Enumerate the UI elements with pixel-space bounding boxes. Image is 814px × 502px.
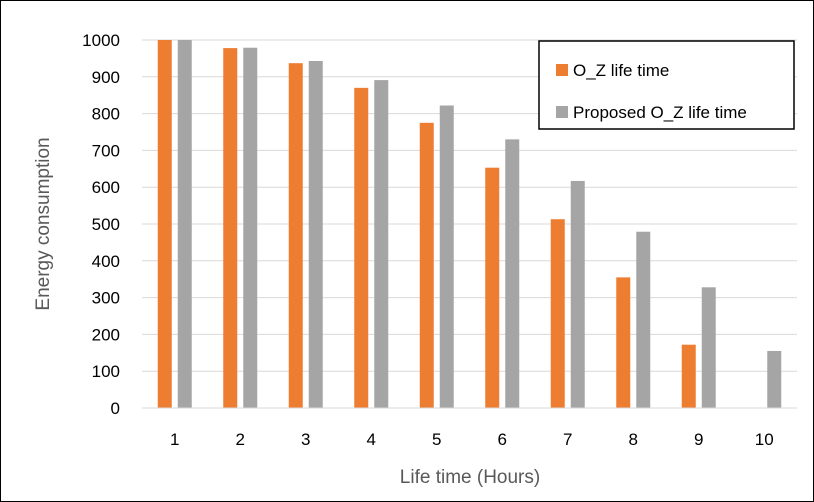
bar-series-1-category-5 xyxy=(419,122,434,409)
y-tick-label: 600 xyxy=(92,178,120,197)
bars xyxy=(157,40,782,409)
x-tick-label: 8 xyxy=(629,430,638,449)
x-tick-label: 3 xyxy=(301,430,310,449)
y-tick-label: 800 xyxy=(92,105,120,124)
x-tick-labels: 1 2 3 4 5 6 7 8 9 10 xyxy=(170,430,774,449)
y-tick-label: 0 xyxy=(111,399,120,418)
y-tick-label: 300 xyxy=(92,289,120,308)
legend-box xyxy=(538,40,795,130)
legend-label: Proposed O_Z life time xyxy=(573,103,747,122)
legend-swatch xyxy=(556,64,568,76)
bar-series-2-category-4 xyxy=(374,80,389,408)
bar-series-2-category-2 xyxy=(243,47,258,409)
bar-series-1-category-3 xyxy=(288,63,303,409)
x-tick-label: 9 xyxy=(694,430,703,449)
x-tick-label: 10 xyxy=(755,430,774,449)
bar-series-2-category-3 xyxy=(308,60,323,408)
y-tick-label: 200 xyxy=(92,325,120,344)
y-tick-label: 1000 xyxy=(82,31,120,50)
x-tick-label: 6 xyxy=(498,430,507,449)
bar-series-1-category-1 xyxy=(157,40,172,408)
bar-series-1-category-8 xyxy=(616,277,631,408)
bar-series-2-category-5 xyxy=(439,105,454,408)
y-tick-labels: 0 100 200 300 400 500 600 700 800 900 1000 xyxy=(82,31,120,418)
y-tick-label: 900 xyxy=(92,68,120,87)
bar-series-2-category-9 xyxy=(701,287,716,408)
bar-series-1-category-4 xyxy=(354,87,369,408)
x-tick-label: 4 xyxy=(367,430,376,449)
bar-series-1-category-2 xyxy=(223,48,238,408)
x-axis-title: Life time (Hours) xyxy=(400,467,540,488)
legend-swatch xyxy=(556,106,568,118)
bar-series-2-category-7 xyxy=(570,180,585,408)
bar-series-1-category-9 xyxy=(681,344,696,408)
bar-series-1-category-7 xyxy=(550,219,565,408)
y-tick-label: 400 xyxy=(92,252,120,271)
legend-label: O_Z life time xyxy=(573,61,669,80)
bar-series-2-category-10 xyxy=(767,350,782,408)
x-tick-label: 7 xyxy=(563,430,572,449)
legend: O_Z life time Proposed O_Z life time xyxy=(538,40,795,130)
y-tick-label: 500 xyxy=(92,215,120,234)
bar-series-1-category-6 xyxy=(485,167,500,408)
x-tick-label: 2 xyxy=(236,430,245,449)
x-tick-label: 1 xyxy=(170,430,179,449)
bar-series-2-category-8 xyxy=(636,231,651,408)
bar-series-2-category-1 xyxy=(177,40,192,408)
bar-series-2-category-6 xyxy=(505,139,520,409)
x-tick-label: 5 xyxy=(432,430,441,449)
y-tick-label: 700 xyxy=(92,141,120,160)
y-tick-label: 100 xyxy=(92,362,120,381)
y-axis-title: Energy consumption xyxy=(33,137,54,310)
